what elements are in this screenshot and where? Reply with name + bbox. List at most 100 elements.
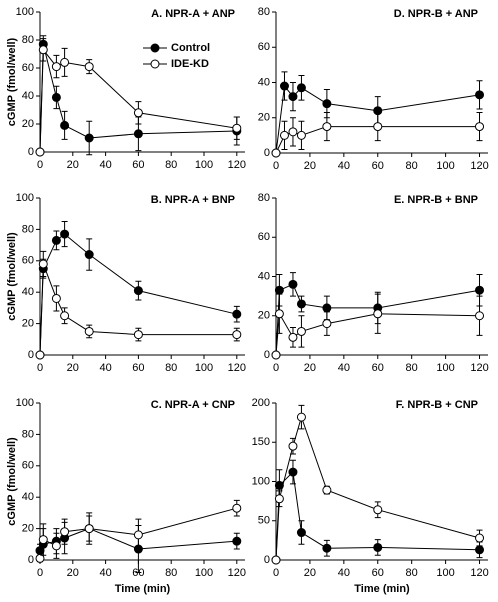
x-tick-label: 80 <box>165 159 177 171</box>
legend-marker <box>150 59 160 69</box>
data-point <box>60 57 70 67</box>
x-tick-label: 120 <box>470 567 488 579</box>
series-line <box>275 415 480 561</box>
x-tick-label: 80 <box>406 362 418 374</box>
y-axis-label: cGMP (fmol/well) <box>6 437 18 526</box>
y-tick-label: 0 <box>28 554 34 566</box>
x-tick-label: 0 <box>273 160 279 172</box>
x-tick-label: 60 <box>132 159 144 171</box>
data-point <box>271 350 281 360</box>
data-point <box>274 309 284 319</box>
data-point <box>296 326 306 336</box>
x-tick-label: 0 <box>37 567 43 579</box>
x-tick-label: 40 <box>99 362 111 374</box>
data-point <box>322 122 332 132</box>
data-point <box>475 285 485 295</box>
x-tick-label: 40 <box>99 159 111 171</box>
data-point <box>288 467 298 477</box>
data-point <box>271 148 281 158</box>
data-point <box>274 285 284 295</box>
data-point <box>475 311 485 321</box>
data-point <box>51 541 61 551</box>
data-point <box>232 309 242 319</box>
x-axis-label: Time (min) <box>354 583 410 595</box>
y-tick-label: 60 <box>22 255 34 267</box>
data-point <box>274 480 284 490</box>
data-point <box>133 330 143 340</box>
data-point <box>35 147 45 157</box>
data-point <box>296 83 306 93</box>
y-tick-label: 60 <box>22 460 34 472</box>
data-point <box>84 326 94 336</box>
data-point <box>322 99 332 109</box>
data-point <box>51 235 61 245</box>
panel-title: E. NPR-B + BNP <box>394 194 478 206</box>
y-tick-label: 40 <box>258 270 270 282</box>
x-tick-label: 120 <box>228 362 246 374</box>
y-tick-label: 20 <box>258 112 270 124</box>
data-point <box>373 542 383 552</box>
y-tick-label: 60 <box>22 62 34 74</box>
data-point <box>296 412 306 422</box>
data-point <box>296 130 306 140</box>
data-point <box>38 535 48 545</box>
data-point <box>271 555 281 565</box>
x-tick-label: 80 <box>406 160 418 172</box>
y-tick-label: 0 <box>28 349 34 361</box>
y-tick-label: 80 <box>22 34 34 46</box>
x-tick-label: 120 <box>470 362 488 374</box>
data-point <box>133 129 143 139</box>
data-point <box>296 528 306 538</box>
data-point <box>38 45 48 55</box>
x-tick-label: 100 <box>195 362 213 374</box>
data-point <box>51 92 61 102</box>
panel-title: A. NPR-A + ANP <box>151 8 235 20</box>
x-tick-label: 60 <box>372 362 384 374</box>
data-point <box>38 259 48 269</box>
data-point <box>288 332 298 342</box>
x-tick-label: 20 <box>67 159 79 171</box>
x-tick-label: 20 <box>304 567 316 579</box>
data-point <box>84 62 94 72</box>
y-tick-label: 100 <box>16 397 34 409</box>
data-point <box>232 123 242 133</box>
data-point <box>51 62 61 72</box>
data-point <box>232 330 242 340</box>
x-tick-label: 120 <box>228 567 246 579</box>
x-tick-label: 100 <box>436 567 454 579</box>
data-point <box>84 524 94 534</box>
y-tick-label: 0 <box>28 146 34 158</box>
x-tick-label: 120 <box>228 159 246 171</box>
data-point <box>279 130 289 140</box>
data-point <box>373 505 383 515</box>
y-tick-label: 20 <box>22 523 34 535</box>
data-point <box>322 319 332 329</box>
panel-title: D. NPR-B + ANP <box>394 8 478 20</box>
data-point <box>373 309 383 319</box>
data-point <box>35 553 45 563</box>
x-tick-label: 100 <box>195 159 213 171</box>
data-point <box>475 545 485 555</box>
y-tick-label: 100 <box>252 475 270 487</box>
x-tick-label: 20 <box>67 362 79 374</box>
y-tick-label: 40 <box>258 76 270 88</box>
legend-label: Control <box>171 42 210 54</box>
data-point <box>84 133 94 143</box>
x-tick-label: 40 <box>338 567 350 579</box>
x-tick-label: 60 <box>372 160 384 172</box>
x-tick-label: 80 <box>165 567 177 579</box>
panel-title: C. NPR-A + CNP <box>151 399 235 411</box>
x-tick-label: 0 <box>37 362 43 374</box>
data-point <box>133 108 143 118</box>
data-point <box>288 279 298 289</box>
x-tick-label: 100 <box>195 567 213 579</box>
y-tick-label: 20 <box>22 118 34 130</box>
x-axis-label: Time (min) <box>115 583 171 595</box>
legend-marker <box>150 43 160 53</box>
data-point <box>296 299 306 309</box>
y-tick-label: 40 <box>22 491 34 503</box>
x-tick-label: 20 <box>67 567 79 579</box>
data-point <box>475 90 485 100</box>
y-tick-label: 60 <box>258 231 270 243</box>
y-tick-label: 100 <box>16 6 34 18</box>
